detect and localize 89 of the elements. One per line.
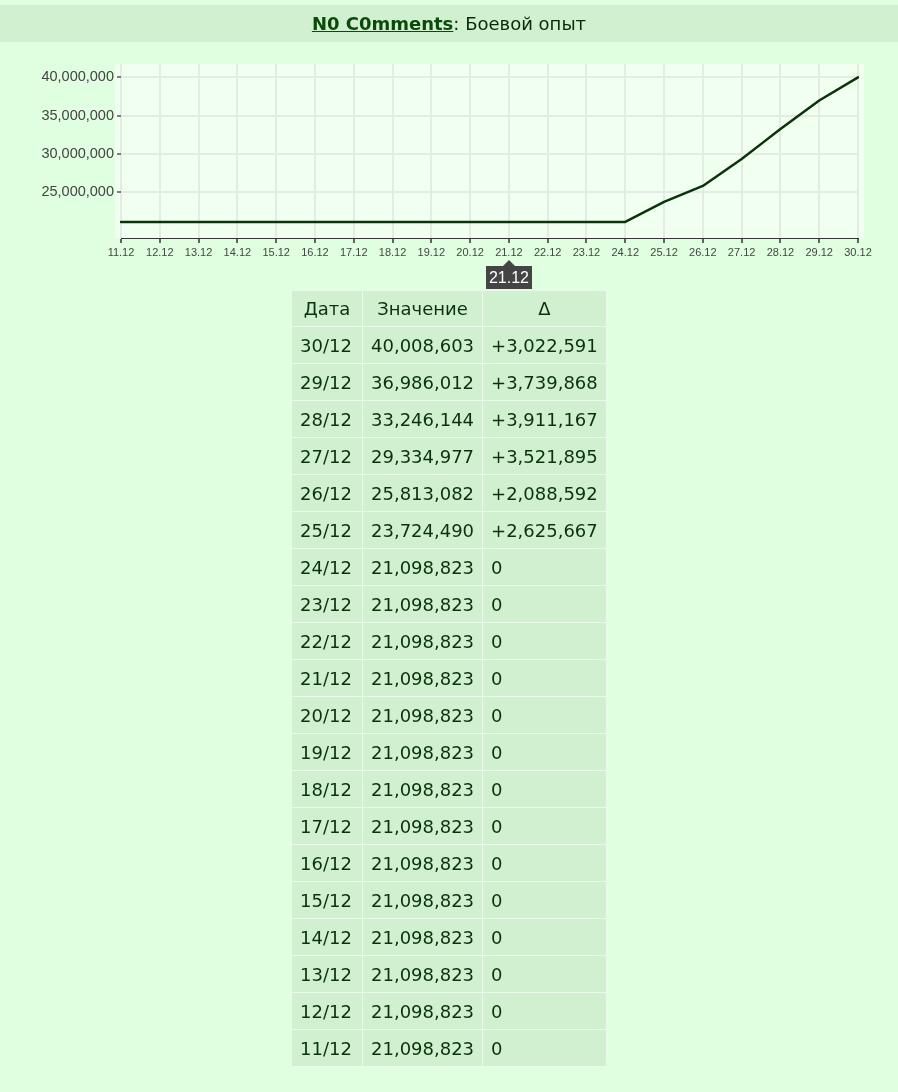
text: 16/12: [291, 844, 363, 882]
text: 25/12: [291, 511, 363, 549]
x-tick-label: 27.12: [727, 245, 756, 258]
text: 19/12: [291, 733, 363, 771]
text: 0: [482, 733, 607, 771]
text: 0: [482, 659, 607, 697]
text: 40,008,603: [362, 326, 483, 364]
x-tick-label: 21.12: [495, 245, 523, 258]
text: 0: [482, 881, 607, 919]
text: 21,098,823: [362, 1029, 483, 1067]
text: 20/12: [291, 696, 363, 734]
x-tick-label: 17.12: [339, 245, 368, 258]
x-tick-label: 16.12: [301, 245, 329, 258]
x-tick-label: 26.12: [689, 245, 717, 258]
x-tick-label: 19.12: [417, 245, 446, 258]
text: 24/12: [291, 548, 363, 586]
x-tick-label: 25.12: [650, 245, 678, 258]
text: 0: [482, 770, 607, 808]
text: Дата: [291, 290, 363, 327]
x-tick-label: 24.12: [611, 245, 640, 258]
text: 21/12: [291, 659, 363, 697]
y-tick-label: 25,000,000: [41, 183, 114, 200]
text: 0: [482, 844, 607, 882]
text: 27/12: [291, 437, 363, 475]
text: 33,246,144: [362, 400, 483, 438]
x-tick-label: 29.12: [805, 245, 833, 258]
text: 0: [482, 992, 607, 1030]
text: 21,098,823: [362, 992, 483, 1030]
x-tick-label: 11.12: [107, 245, 135, 258]
text: 25,813,082: [362, 474, 483, 512]
text: 29,334,977: [362, 437, 483, 475]
text: 22/12: [291, 622, 363, 660]
text: 0: [482, 1029, 607, 1067]
text: 0: [482, 585, 607, 623]
text: +3,521,895: [482, 437, 607, 475]
text: 23,724,490: [362, 511, 483, 549]
text: Значение: [362, 290, 483, 327]
text: 0: [482, 622, 607, 660]
text: 21,098,823: [362, 844, 483, 882]
y-tick-label: 30,000,000: [41, 144, 114, 161]
text: 21,098,823: [362, 881, 483, 919]
text: 29/12: [291, 363, 363, 401]
text: 0: [482, 548, 607, 586]
text: 18/12: [291, 770, 363, 808]
x-tick-label: 22.12: [533, 245, 562, 258]
text: 21,098,823: [362, 585, 483, 623]
text: +3,022,591: [482, 326, 607, 364]
text: 21,098,823: [362, 622, 483, 660]
x-tick-label: 28.12: [766, 245, 795, 258]
text: 21,098,823: [362, 955, 483, 993]
text: 21,098,823: [362, 918, 483, 956]
text: 21,098,823: [362, 807, 483, 845]
text: 21,098,823: [362, 770, 483, 808]
text: 23/12: [291, 585, 363, 623]
x-tick-label: 20.12: [456, 245, 484, 258]
x-tick-label: 15.12: [262, 245, 290, 258]
text: 17/12: [291, 807, 363, 845]
text: 21.12: [485, 266, 532, 289]
text: 26/12: [291, 474, 363, 512]
text: 15/12: [291, 881, 363, 919]
text: +3,911,167: [482, 400, 607, 438]
x-tick-label: 18.12: [378, 245, 407, 258]
text: 0: [482, 955, 607, 993]
text: 13/12: [291, 955, 363, 993]
text: 0: [482, 696, 607, 734]
text: 21,098,823: [362, 659, 483, 697]
text: 21,098,823: [362, 696, 483, 734]
text: Δ: [482, 290, 607, 327]
text: 30/12: [291, 326, 363, 364]
x-tick-label: 12.12: [146, 245, 174, 258]
x-tick-label: 13.12: [184, 245, 213, 258]
text: +2,625,667: [482, 511, 607, 549]
y-tick-label: 40,000,000: [41, 68, 114, 85]
text: +3,739,868: [482, 363, 607, 401]
x-tick-label: 23.12: [572, 245, 601, 258]
text: 21,098,823: [362, 733, 483, 771]
text: 0: [482, 918, 607, 956]
text: 0: [482, 807, 607, 845]
x-tick-label: 30.12: [844, 245, 872, 258]
text: 21,098,823: [362, 548, 483, 586]
text: 36,986,012: [362, 363, 483, 401]
text: 12/12: [291, 992, 363, 1030]
x-tick-label: 14.12: [223, 245, 252, 258]
text: +2,088,592: [482, 474, 607, 512]
y-tick-label: 35,000,000: [41, 106, 114, 123]
text: 28/12: [291, 400, 363, 438]
text: 14/12: [291, 918, 363, 956]
chart-title: N0 C0mments: Боевой опыт: [0, 5, 898, 42]
text: 11/12: [291, 1029, 363, 1067]
